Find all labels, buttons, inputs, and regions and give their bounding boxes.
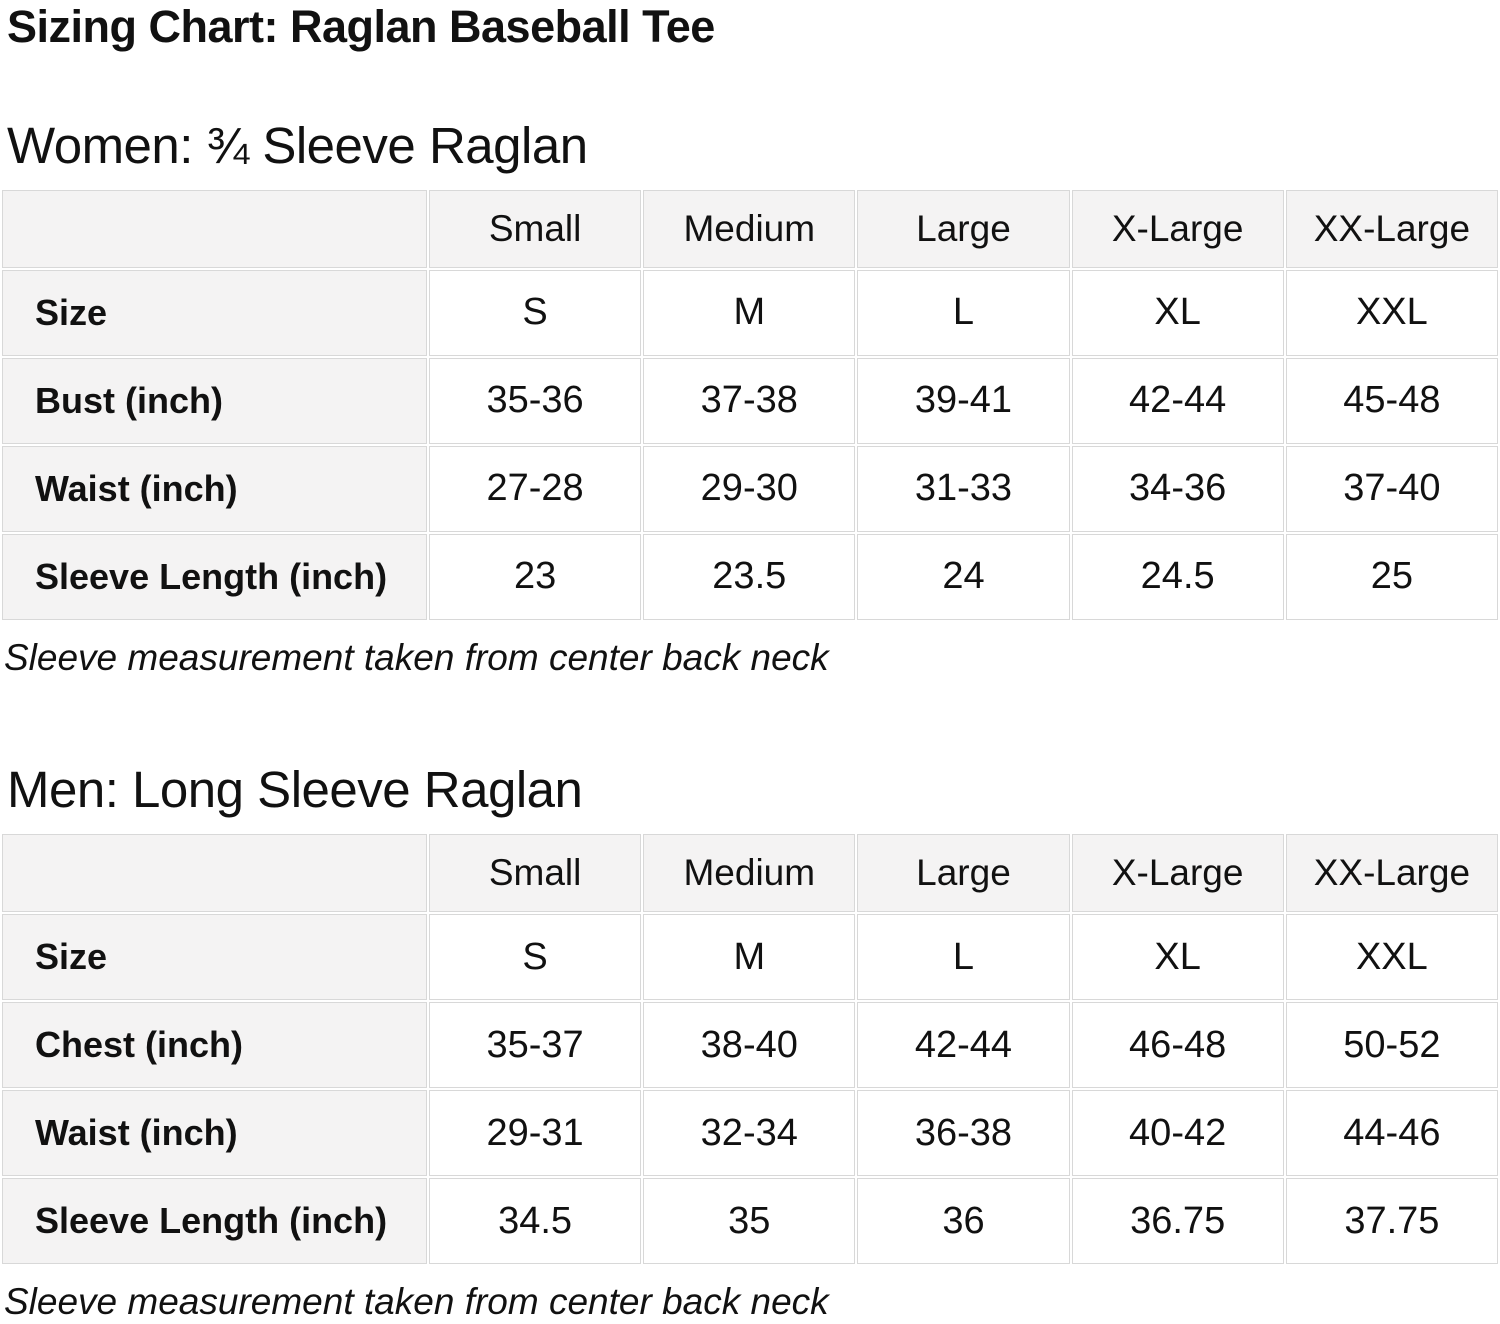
table-row: Bust (inch) 35-36 37-38 39-41 42-44 45-48 [2,357,1498,444]
women-sizing-table: Small Medium Large X-Large XX-Large Size S M L X… [0,187,1500,622]
page-title: Sizing Chart: Raglan Baseball Tee [7,1,715,52]
size-column-header: Medium [643,189,856,268]
corner-cell [2,834,427,913]
size-column-header: Small [429,834,642,913]
row-label: Sleeve Length (inch) [2,1178,427,1265]
measurement-cell: L [857,269,1070,356]
measurement-cell: M [643,269,856,356]
table-row: Waist (inch) 29-31 32-34 36-38 40-42 44-46 [2,1090,1498,1177]
measurement-cell: XXL [1285,269,1498,356]
measurement-cell: 36.75 [1071,1178,1284,1265]
measurement-cell: L [857,914,1070,1001]
measurement-cell: 23 [429,533,642,620]
measurement-cell: 39-41 [857,357,1070,444]
size-column-header: X-Large [1071,189,1284,268]
size-column-header: Large [857,834,1070,913]
measurement-cell: 40-42 [1071,1090,1284,1177]
men-sizing-section: Men: Long Sleeve Raglan Small Medium Large… [0,760,1500,1324]
measurement-cell: 24 [857,533,1070,620]
row-label: Waist (inch) [2,445,427,532]
measurement-cell: 25 [1285,533,1498,620]
measurement-cell: 42-44 [857,1002,1070,1089]
measurement-cell: 36 [857,1178,1070,1265]
size-column-header: XX-Large [1285,834,1498,913]
measurement-cell: 32-34 [643,1090,856,1177]
measurement-cell: 35-36 [429,357,642,444]
measurement-cell: 23.5 [643,533,856,620]
size-column-header: X-Large [1071,834,1284,913]
measurement-cell: S [429,914,642,1001]
measurement-cell: 29-31 [429,1090,642,1177]
table-row: Sleeve Length (inch) 23 23.5 24 24.5 25 [2,533,1498,620]
table-row: Chest (inch) 35-37 38-40 42-44 46-48 50-52 [2,1002,1498,1089]
measurement-cell: XXL [1285,914,1498,1001]
table-row: Sleeve Length (inch) 34.5 35 36 36.75 37.75 [2,1178,1498,1265]
measurement-cell: 24.5 [1071,533,1284,620]
row-label: Bust (inch) [2,357,427,444]
measurement-cell: 37-40 [1285,445,1498,532]
women-section-heading: Women: ¾ Sleeve Raglan [7,116,588,174]
row-label: Size [2,914,427,1001]
sleeve-measurement-note: Sleeve measurement taken from center bac… [4,1281,829,1323]
corner-cell [2,189,427,268]
table-header-row: Small Medium Large X-Large XX-Large [2,189,1498,268]
measurement-cell: XL [1071,914,1284,1001]
table-row: Size S M L XL XXL [2,269,1498,356]
size-column-header: XX-Large [1285,189,1498,268]
measurement-cell: S [429,269,642,356]
women-sizing-section: Women: ¾ Sleeve Raglan Small Medium Large X… [0,116,1500,680]
table-row: Size S M L XL XXL [2,914,1498,1001]
measurement-cell: 31-33 [857,445,1070,532]
measurement-cell: 37-38 [643,357,856,444]
table-header-row: Small Medium Large X-Large XX-Large [2,834,1498,913]
size-column-header: Small [429,189,642,268]
measurement-cell: 35-37 [429,1002,642,1089]
measurement-cell: 29-30 [643,445,856,532]
measurement-cell: 35 [643,1178,856,1265]
row-label: Chest (inch) [2,1002,427,1089]
sleeve-measurement-note: Sleeve measurement taken from center bac… [4,636,829,678]
size-column-header: Large [857,189,1070,268]
size-column-header: Medium [643,834,856,913]
row-label: Size [2,269,427,356]
measurement-cell: 44-46 [1285,1090,1498,1177]
men-section-heading: Men: Long Sleeve Raglan [7,760,583,818]
row-label: Waist (inch) [2,1090,427,1177]
measurement-cell: 37.75 [1285,1178,1498,1265]
men-sizing-table: Small Medium Large X-Large XX-Large Size S M L X… [0,832,1500,1267]
measurement-cell: M [643,914,856,1001]
measurement-cell: 36-38 [857,1090,1070,1177]
row-label: Sleeve Length (inch) [2,533,427,620]
measurement-cell: 50-52 [1285,1002,1498,1089]
measurement-cell: 42-44 [1071,357,1284,444]
table-row: Waist (inch) 27-28 29-30 31-33 34-36 37-40 [2,445,1498,532]
measurement-cell: 34-36 [1071,445,1284,532]
measurement-cell: 27-28 [429,445,642,532]
measurement-cell: 45-48 [1285,357,1498,444]
measurement-cell: 38-40 [643,1002,856,1089]
measurement-cell: XL [1071,269,1284,356]
measurement-cell: 34.5 [429,1178,642,1265]
measurement-cell: 46-48 [1071,1002,1284,1089]
